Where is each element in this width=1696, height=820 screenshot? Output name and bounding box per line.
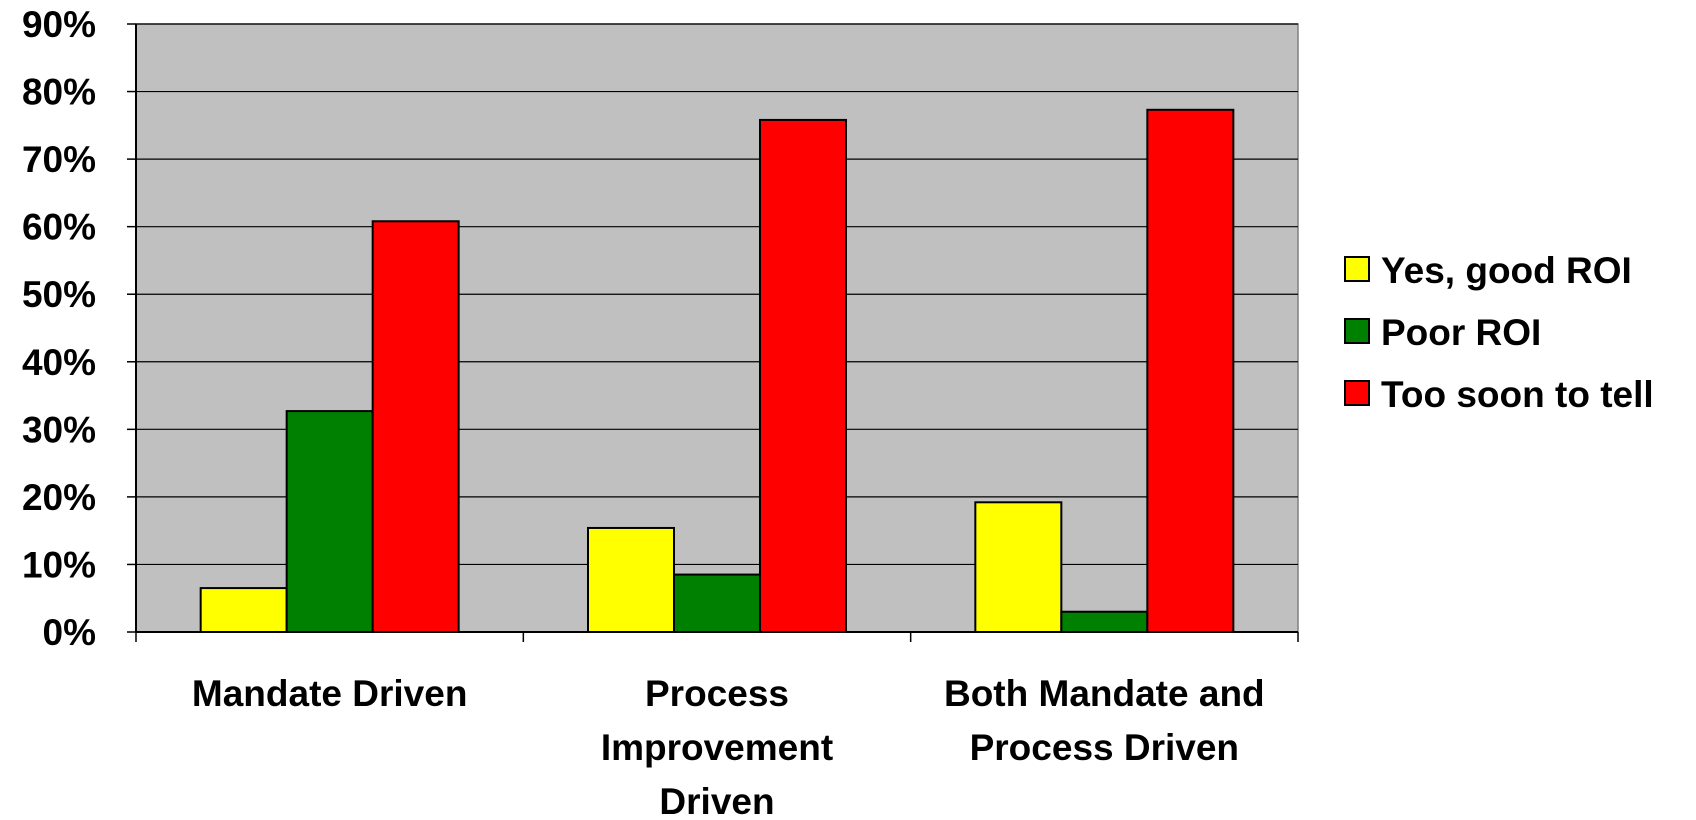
bar-too-soon-to-tell: [759, 118, 847, 633]
y-tick-label: 40%: [22, 342, 96, 383]
y-tick-label: 70%: [22, 139, 96, 180]
x-category-label: Process Driven: [970, 727, 1239, 768]
x-axis-categories: Mandate Driven Process Improvement Driven Bo…: [192, 673, 1265, 820]
legend-label: Poor ROI: [1381, 312, 1541, 353]
bars: [199, 108, 1235, 634]
bar-too-soon-to-tell: [371, 220, 460, 633]
legend-swatch: [1344, 318, 1370, 344]
y-axis-ticks: 0% 10% 20% 30% 40% 50% 60% 70% 80% 90%: [22, 4, 136, 653]
legend-label: Yes, good ROI: [1381, 250, 1632, 291]
y-tick-label: 0%: [43, 612, 96, 653]
bar-yes-good-roi: [587, 526, 675, 633]
y-tick-label: 60%: [22, 207, 96, 248]
y-tick-label: 90%: [22, 4, 96, 45]
legend-label: Too soon to tell: [1381, 374, 1654, 415]
bar-yes-good-roi: [974, 501, 1063, 633]
y-tick-label: 10%: [22, 544, 96, 585]
y-tick-label: 50%: [22, 274, 96, 315]
bar-poor-roi: [285, 410, 374, 633]
x-category-label: Improvement: [601, 727, 833, 768]
x-category-label: Driven: [659, 781, 774, 820]
bar-poor-roi: [1060, 610, 1149, 634]
y-tick-label: 20%: [22, 477, 96, 518]
bar-poor-roi: [673, 573, 761, 633]
axes: [135, 24, 1299, 642]
y-tick-label: 80%: [22, 72, 96, 113]
legend: Yes, good ROI Poor ROI Too soon to tell: [1344, 250, 1654, 415]
bar-yes-good-roi: [199, 587, 288, 633]
x-category-label: Process: [645, 673, 789, 714]
legend-swatch: [1344, 256, 1370, 282]
x-category-label: Both Mandate and: [944, 673, 1265, 714]
x-category-label: Mandate Driven: [192, 673, 468, 714]
y-tick-label: 30%: [22, 409, 96, 450]
legend-swatch: [1344, 380, 1370, 406]
bar-too-soon-to-tell: [1146, 108, 1235, 634]
